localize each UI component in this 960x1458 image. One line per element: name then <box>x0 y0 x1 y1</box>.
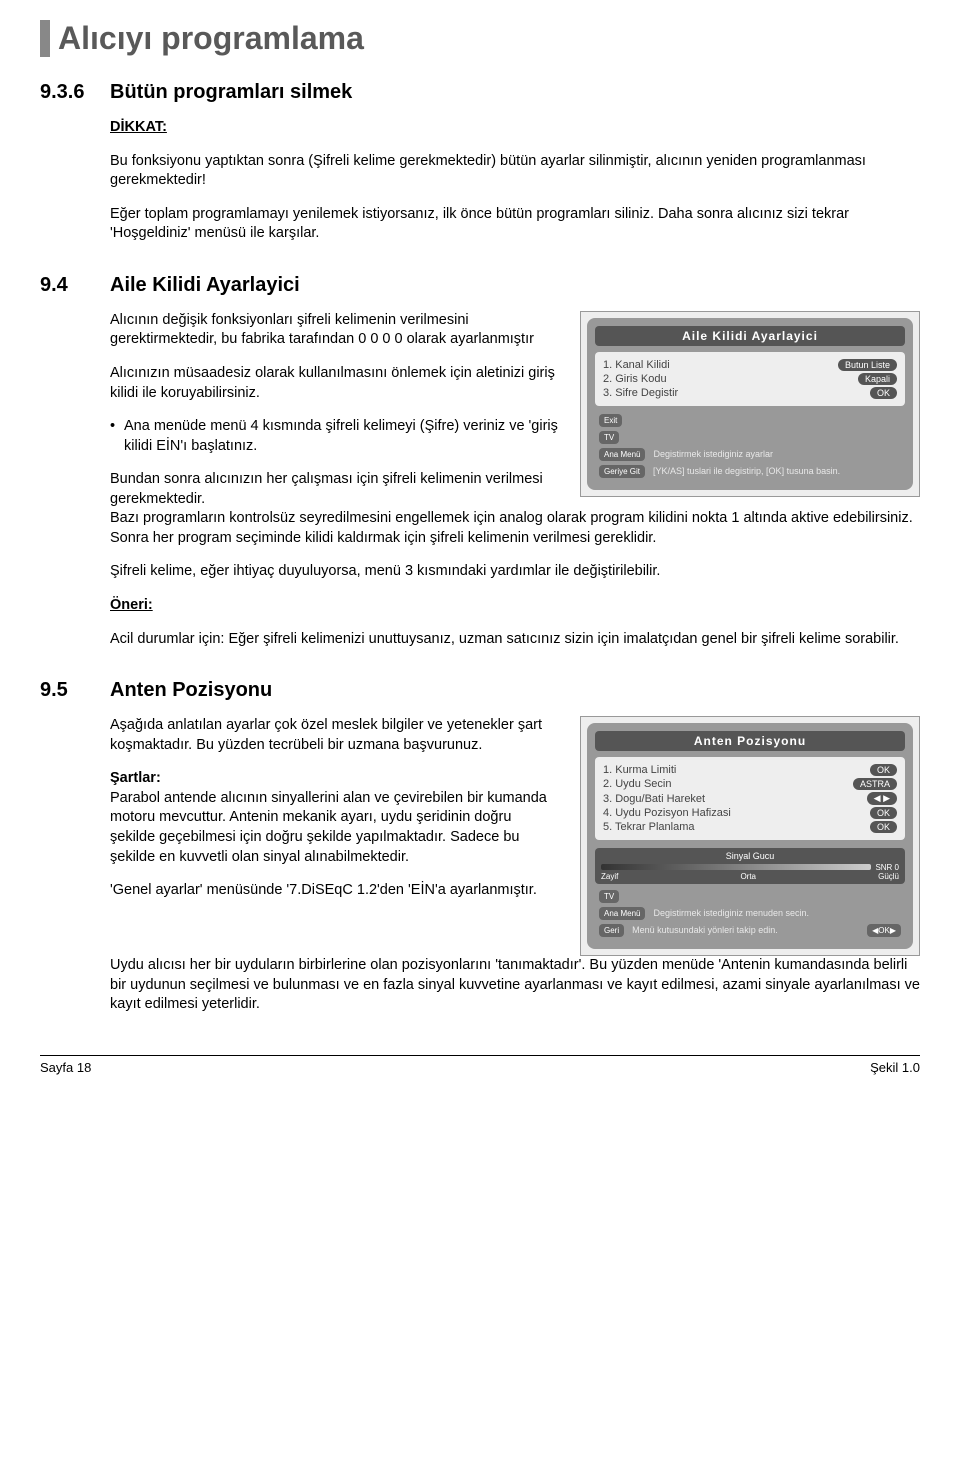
osd-tv: TV <box>599 431 619 444</box>
osd-item-value: ASTRA <box>853 778 897 790</box>
section-95-p3: 'Genel ayarlar' menüsünde '7.DiSEqC 1.2'… <box>110 881 558 901</box>
section-94-bullet: Ana menüde menü 4 kısmında şifreli kelim… <box>110 417 558 456</box>
section-94-p3: Bundan sonra alıcınızın her çalışması iç… <box>110 470 558 509</box>
osd-anten-pozisyonu: Anten Pozisyonu 1. Kurma Limiti OK 2. Uyd… <box>580 716 920 956</box>
osd-item-value: Kapali <box>858 373 897 385</box>
osd-menu-2: Ana Menü <box>599 907 645 920</box>
section-936-p2: Eğer toplam programlamayı yenilemek isti… <box>110 205 920 244</box>
section-94-p5: Şifreli kelime, eğer ihtiyaç duyuluyorsa… <box>110 562 920 582</box>
osd-foot-2a: Degistirmek istediginiz menuden secin. <box>645 907 901 920</box>
section-94-p1: Alıcının değişik fonksiyonları şifreli k… <box>110 311 558 350</box>
section-title-95: Anten Pozisyonu <box>110 679 272 702</box>
warning-label: DİKKAT: <box>110 119 167 135</box>
osd-footer-2: [YK/AS] tuslari ile degistirip, [OK] tus… <box>645 465 901 478</box>
osd-footer-1: Degistirmek istediginiz ayarlar <box>645 448 901 461</box>
osd-menu: Ana Menü <box>599 448 645 461</box>
section-936-p1: Bu fonksiyonu yaptıktan sonra (Şifreli k… <box>110 152 920 191</box>
osd-foot-2b: Menü kutusundaki yönleri takip edin. <box>624 924 867 937</box>
tip-label: Öneri: <box>110 597 153 613</box>
section-95-p1: Aşağıda anlatılan ayarlar çok özel mesle… <box>110 716 558 755</box>
osd-item-label: 2. Uydu Secin <box>603 778 671 790</box>
section-title-94: Aile Kilidi Ayarlayici <box>110 274 300 297</box>
snr-label: SNR 0 <box>875 863 899 872</box>
osd-title-2: Anten Pozisyonu <box>595 731 905 751</box>
osd-back-2: Geri <box>599 924 624 937</box>
section-95-p2: Parabol antende alıcının sinyallerini al… <box>110 789 558 867</box>
osd-exit: Exit <box>599 414 622 427</box>
osd-item-label: 3. Sifre Degistir <box>603 387 678 399</box>
osd-item-label: 5. Tekrar Planlama <box>603 821 695 833</box>
section-title-936: Bütün programları silmek <box>110 81 352 104</box>
osd-aile-kilidi: Aile Kilidi Ayarlayici 1. Kanal Kilidi Bu… <box>580 311 920 497</box>
osd-item-value: OK <box>870 764 897 776</box>
section-94-p4: Bazı programların kontrolsüz seyredilmes… <box>110 509 920 548</box>
osd-item-value: Butun Liste <box>838 359 897 371</box>
osd-item-value: OK <box>870 821 897 833</box>
section-94-p2: Alıcınızın müsaadesiz olarak kullanılmas… <box>110 364 558 403</box>
signal-label: Sinyal Gucu <box>601 851 899 861</box>
osd-tv-2: TV <box>599 890 619 903</box>
osd-item-label: 1. Kurma Limiti <box>603 764 676 776</box>
osd-item-label: 2. Giris Kodu <box>603 373 667 385</box>
footer-page: Sayfa 18 <box>40 1060 91 1075</box>
osd-title: Aile Kilidi Ayarlayici <box>595 326 905 346</box>
sig-orta: Orta <box>740 872 756 881</box>
section-94-p6: Acil durumlar için: Eğer şifreli kelimen… <box>110 630 920 650</box>
osd-item-value: OK <box>870 387 897 399</box>
sig-guclu: Güçlü <box>878 872 899 881</box>
osd-item-value: ◀ ▶ <box>867 792 897 805</box>
section-95-p4: Uydu alıcısı her bir uyduların birbirler… <box>110 956 920 1015</box>
footer-fig: Şekil 1.0 <box>870 1060 920 1075</box>
sig-zayif: Zayif <box>601 872 618 881</box>
section-number-936: 9.3.6 <box>40 81 110 104</box>
osd-back: Geriye Git <box>599 465 645 478</box>
osd-item-label: 4. Uydu Pozisyon Hafizasi <box>603 807 731 819</box>
section-number-95: 9.5 <box>40 679 110 702</box>
section-number-94: 9.4 <box>40 274 110 297</box>
osd-item-value: OK <box>870 807 897 819</box>
conditions-label: Şartlar: <box>110 770 161 786</box>
osd-item-label: 1. Kanal Kilidi <box>603 359 670 371</box>
page-title: Alıcıyı programlama <box>58 20 364 57</box>
osd-item-label: 3. Dogu/Bati Hareket <box>603 793 705 805</box>
